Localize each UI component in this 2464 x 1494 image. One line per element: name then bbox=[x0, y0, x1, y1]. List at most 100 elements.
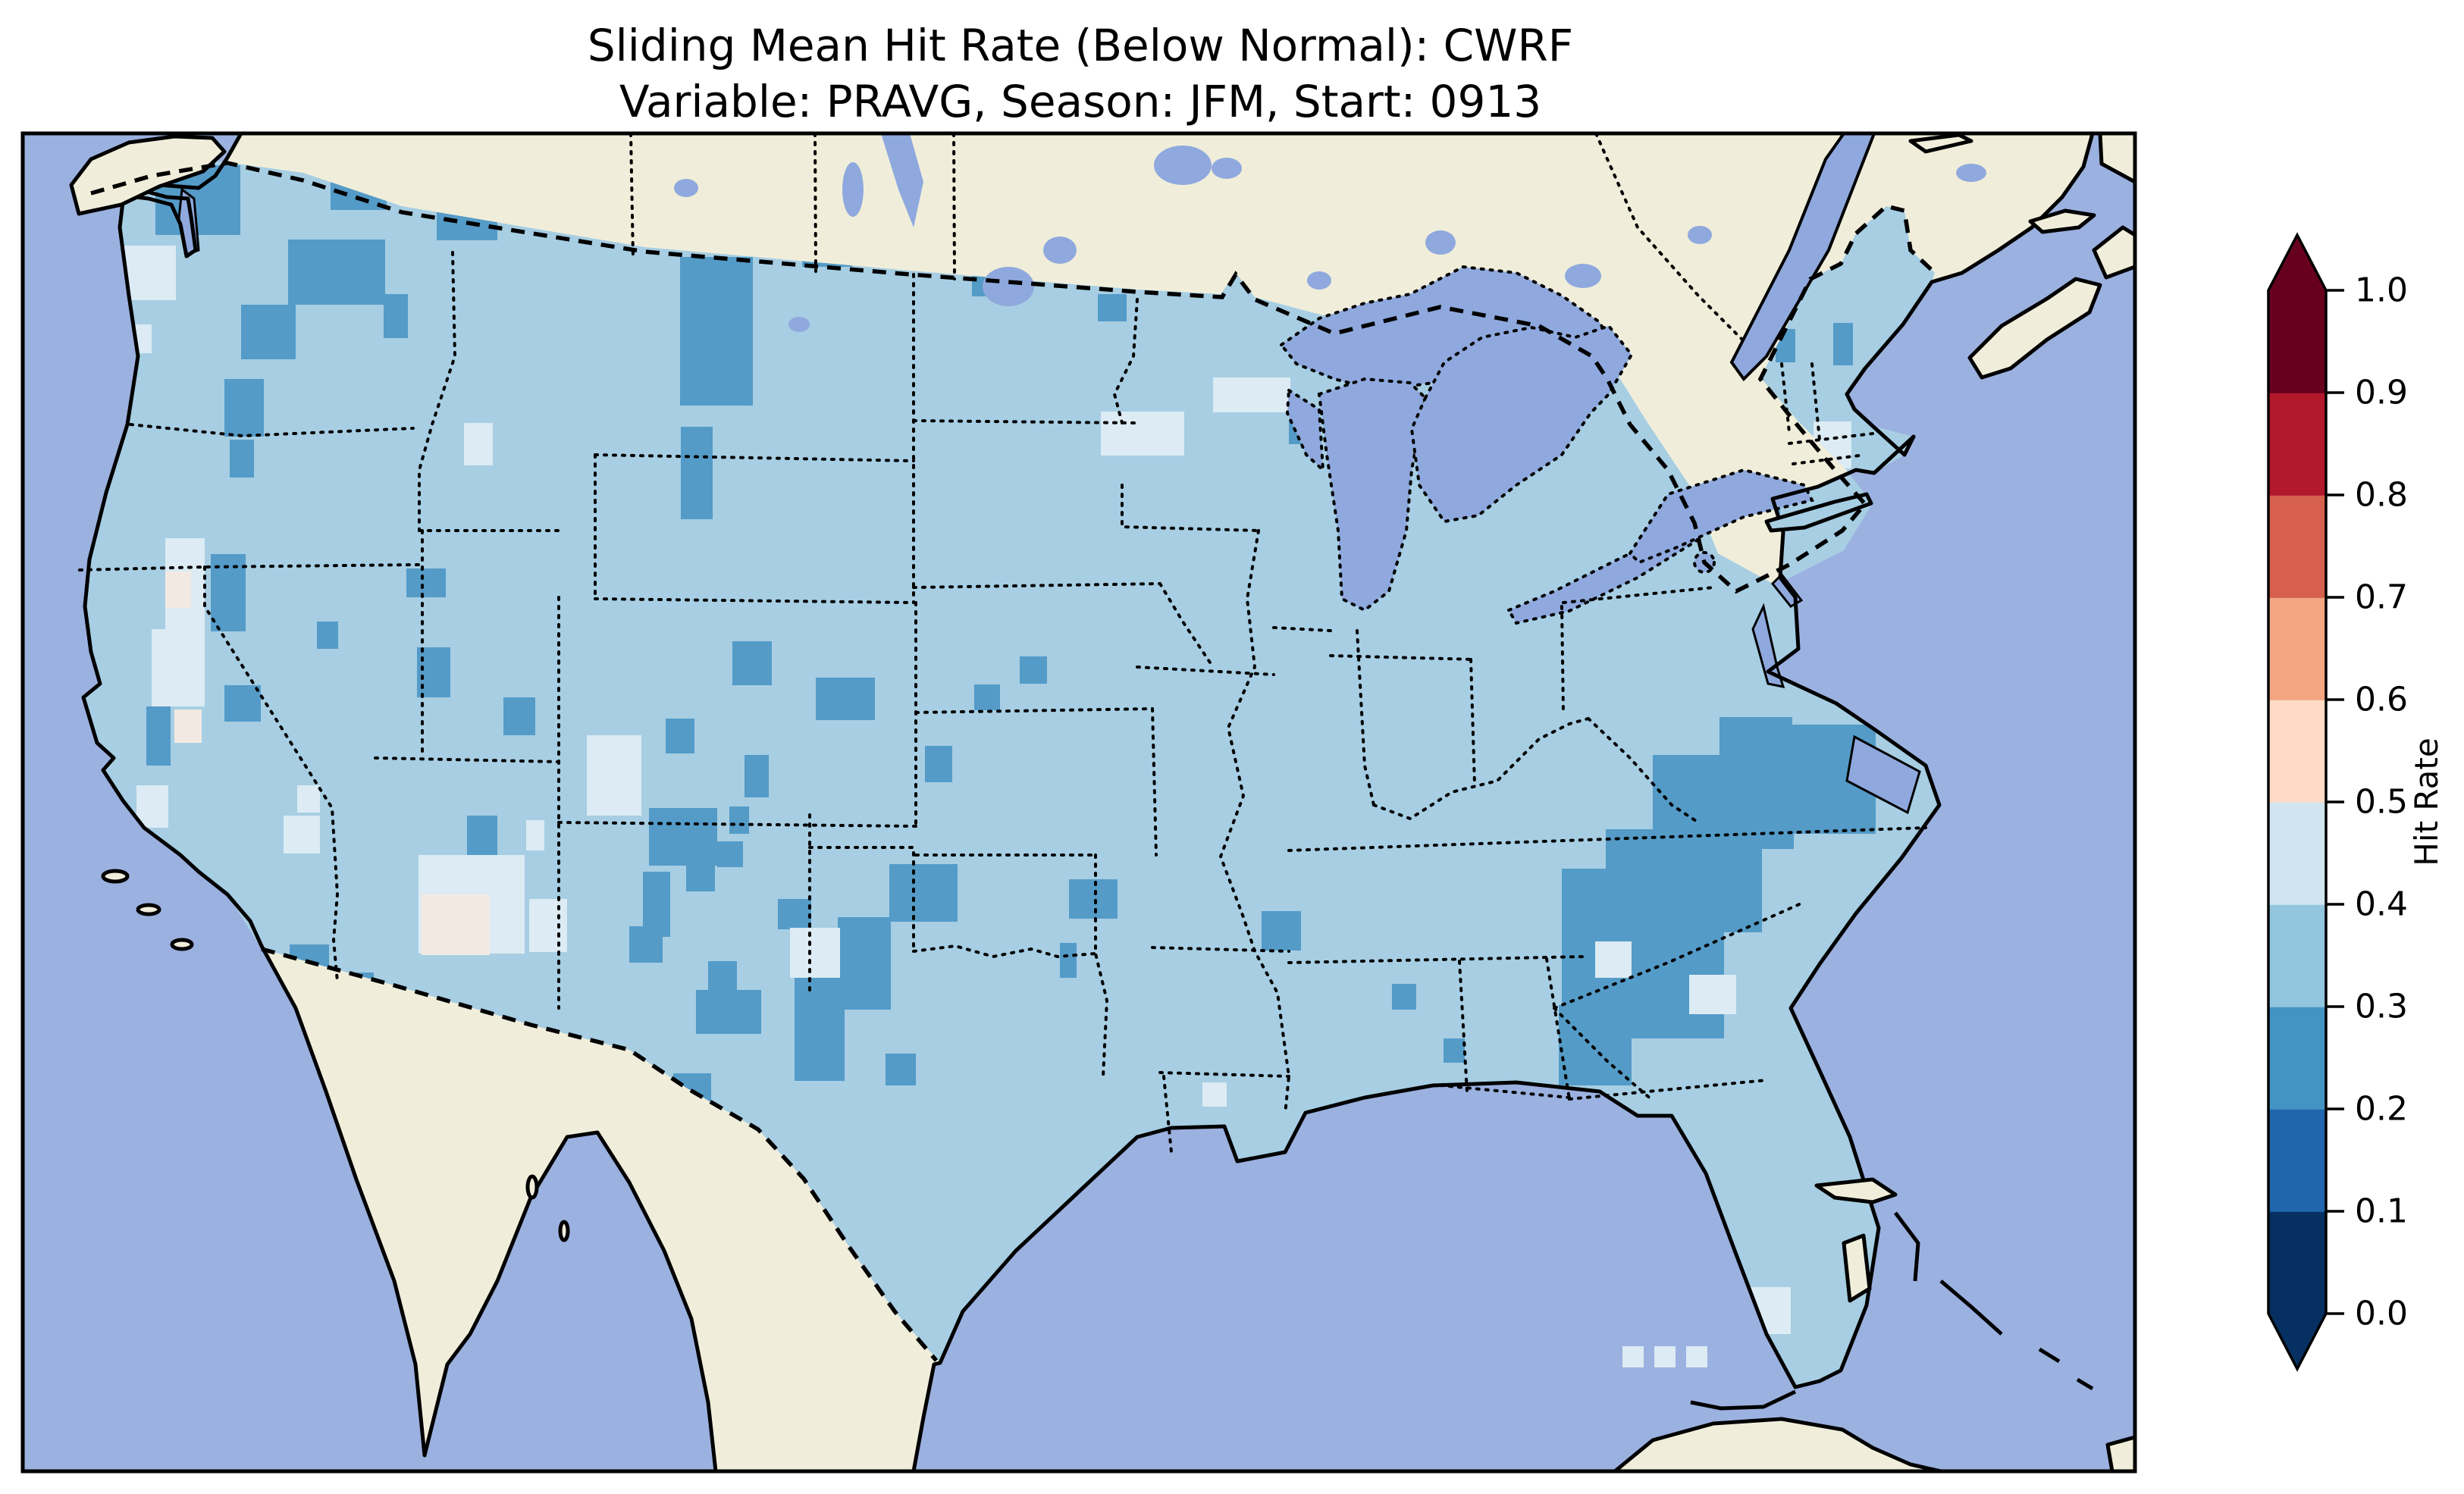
hit-rate-cell bbox=[1020, 656, 1047, 684]
prince-edward-island bbox=[2028, 208, 2096, 234]
map-frame bbox=[20, 131, 2137, 1474]
hit-rate-cells-offshore bbox=[1622, 1346, 1707, 1367]
cuba bbox=[1613, 1417, 1943, 1471]
hit-rate-cell bbox=[152, 629, 205, 706]
colorbar-tick-label: 0.9 bbox=[2355, 374, 2408, 412]
colorbar-bin-0.5-0.6 bbox=[2268, 700, 2326, 803]
hit-rate-cell bbox=[745, 755, 769, 797]
hit-rate-cell bbox=[224, 379, 264, 437]
colorbar-tick-label: 0.5 bbox=[2355, 783, 2408, 822]
hit-rate-cell bbox=[230, 440, 254, 478]
hit-rate-cell bbox=[297, 785, 320, 813]
colorbar-over-arrow bbox=[2268, 235, 2326, 290]
colorbar-under-arrow bbox=[2268, 1314, 2326, 1369]
hit-rate-cell bbox=[317, 622, 338, 649]
colorbar-bins bbox=[2268, 290, 2326, 1314]
hit-rate-cell bbox=[422, 894, 490, 955]
hit-rate-cell bbox=[1262, 911, 1301, 951]
colorbar-tick-label: 0.2 bbox=[2355, 1090, 2408, 1129]
international-borders bbox=[90, 161, 1936, 1362]
hit-rate-cell bbox=[384, 294, 408, 338]
cape-breton-island bbox=[2092, 225, 2135, 280]
hit-rate-cell bbox=[1833, 323, 1853, 365]
andros-island bbox=[1842, 1233, 1872, 1303]
anticosti-island bbox=[1908, 133, 1973, 154]
turks-cays bbox=[2038, 1347, 2094, 1391]
figure-title-line1: Sliding Mean Hit Rate (Below Normal): CW… bbox=[588, 20, 1573, 71]
hit-rate-cell bbox=[681, 427, 713, 519]
hit-rate-cell bbox=[889, 864, 958, 922]
hit-rate-cell bbox=[838, 917, 891, 1010]
colorbar-tick-label: 0.0 bbox=[2355, 1295, 2408, 1333]
islands bbox=[69, 133, 2135, 1471]
hit-rate-cell bbox=[708, 961, 737, 994]
hit-rate-cell bbox=[729, 807, 749, 834]
hit-rate-cell bbox=[1654, 1346, 1676, 1367]
figure-title-line2: Variable: PRAVG, Season: JFM, Start: 091… bbox=[619, 76, 1541, 127]
hit-rate-cell bbox=[241, 305, 296, 359]
hit-rate-cell bbox=[1595, 941, 1632, 978]
colorbar-tick-label: 1.0 bbox=[2355, 271, 2408, 310]
state-boundaries bbox=[78, 133, 1927, 1154]
colorbar-tick-label: 0.8 bbox=[2355, 476, 2408, 515]
hit-rate-cell bbox=[224, 685, 261, 722]
hit-rate-cell bbox=[1101, 412, 1184, 456]
colorbar-bin-0.1-0.2 bbox=[2268, 1109, 2326, 1212]
colorbar-bin-0.3-0.4 bbox=[2268, 904, 2326, 1007]
colorbar-bin-0.9-1.0 bbox=[2268, 290, 2326, 393]
st-lawrence-river bbox=[1729, 133, 1876, 382]
hit-rate-cell bbox=[165, 572, 191, 608]
hit-rate-cell bbox=[795, 960, 845, 1081]
hit-rate-cell bbox=[974, 684, 1000, 710]
us-mexico-border bbox=[261, 947, 939, 1362]
hit-rate-cell bbox=[1689, 975, 1736, 1014]
hispaniola-corner bbox=[2105, 1435, 2135, 1471]
hit-rate-cell bbox=[406, 568, 446, 597]
hit-rate-cell bbox=[1686, 1346, 1707, 1367]
long-island bbox=[1764, 492, 1873, 533]
nova-scotia bbox=[1967, 277, 2102, 380]
hit-rate-cell bbox=[649, 808, 717, 866]
colorbar-bin-0.8-0.9 bbox=[2268, 393, 2326, 496]
hit-rate-cell bbox=[1098, 294, 1127, 321]
green-bay bbox=[1285, 387, 1325, 474]
channel-island bbox=[101, 869, 130, 884]
hit-rate-cell bbox=[886, 1054, 916, 1085]
hit-rate-cell bbox=[467, 816, 497, 858]
colorbar: 1.0 0.9 0.8 0.7 0.6 0.5 0.4 0.3 0.2 0.1 0.0 Hit Ra… bbox=[2267, 232, 2445, 1372]
colorbar-tick-label: 0.4 bbox=[2355, 885, 2408, 924]
hit-rate-cell bbox=[790, 928, 840, 978]
hit-rate-cell bbox=[680, 257, 753, 406]
hit-rate-cell bbox=[1444, 1038, 1465, 1063]
hit-rate-cell bbox=[1069, 879, 1118, 919]
hit-rate-cell bbox=[288, 240, 385, 305]
coastline bbox=[81, 133, 2095, 1471]
hit-rate-cell bbox=[284, 816, 320, 853]
great-lakes bbox=[1279, 265, 1814, 625]
eleuthera-island bbox=[1894, 1211, 1920, 1282]
canada-lakes bbox=[674, 133, 1986, 332]
hit-rate-cell bbox=[666, 719, 694, 753]
hit-rate-cell bbox=[925, 746, 952, 782]
florida-keys bbox=[1690, 1389, 1797, 1411]
gulf-of-california-islet bbox=[558, 1220, 570, 1242]
hit-rate-cell bbox=[136, 785, 168, 828]
lake-ontario bbox=[1628, 468, 1814, 565]
hit-rate-cell bbox=[174, 709, 202, 743]
hit-rate-cell bbox=[146, 706, 171, 766]
us-canada-border bbox=[90, 161, 1936, 594]
long-island-bahamas bbox=[1939, 1279, 2003, 1336]
colorbar-bin-0.0-0.1 bbox=[2268, 1211, 2326, 1314]
hit-rate-cell bbox=[417, 647, 450, 697]
hit-rate-cell bbox=[778, 899, 811, 929]
lake-huron bbox=[1409, 324, 1634, 524]
colorbar-bin-0.7-0.8 bbox=[2268, 495, 2326, 598]
colorbar-tick-label: 0.3 bbox=[2355, 988, 2408, 1026]
colorbar-bin-0.4-0.5 bbox=[2268, 802, 2326, 905]
hit-rate-cell bbox=[643, 872, 670, 937]
hit-rate-cell bbox=[464, 423, 493, 465]
gulf-of-california-islet bbox=[525, 1174, 539, 1200]
colorbar-ticks: 1.0 0.9 0.8 0.7 0.6 0.5 0.4 0.3 0.2 0.1 0.0 bbox=[2326, 271, 2408, 1333]
hit-rate-cell bbox=[696, 990, 761, 1034]
